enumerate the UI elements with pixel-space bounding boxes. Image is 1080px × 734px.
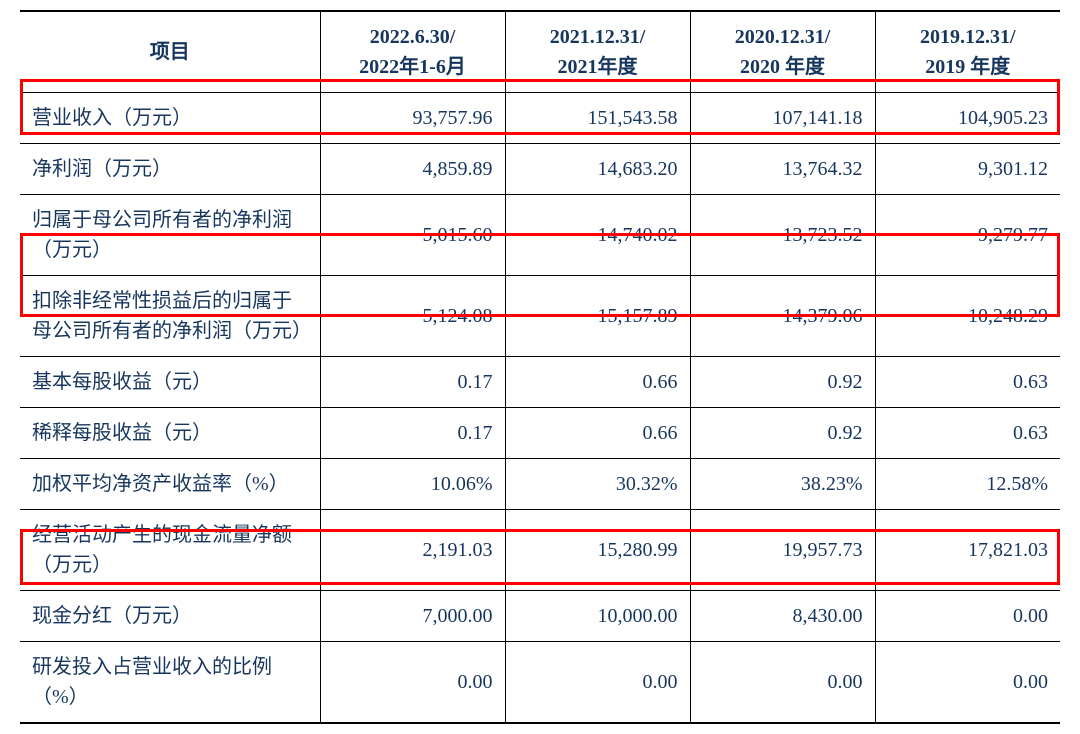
financial-table-wrapper: 项目 2022.6.30/2022年1-6月 2021.12.31/2021年度…: [20, 10, 1060, 724]
row-value: 0.66: [506, 357, 690, 407]
row-value: 7,000.00: [321, 591, 505, 641]
table-row: 经营活动产生的现金流量净额（万元） 2,191.03 15,280.99 19,…: [20, 510, 1060, 591]
row-label: 净利润（万元）: [20, 144, 320, 194]
row-label: 现金分红（万元）: [20, 591, 320, 641]
row-value: 10,248.29: [876, 291, 1061, 341]
row-value: 0.63: [876, 357, 1061, 407]
row-value: 15,280.99: [506, 525, 690, 575]
header-cell-0: 项目: [20, 27, 320, 77]
table-row: 研发投入占营业收入的比例（%） 0.00 0.00 0.00 0.00: [20, 642, 1060, 724]
row-value: 14,740.02: [506, 210, 690, 260]
header-cell-1: 2022.6.30/2022年1-6月: [321, 12, 505, 92]
row-value: 151,543.58: [506, 93, 690, 143]
table-row: 净利润（万元） 4,859.89 14,683.20 13,764.32 9,3…: [20, 144, 1060, 195]
row-label: 经营活动产生的现金流量净额（万元）: [20, 510, 320, 590]
row-value: 0.00: [876, 657, 1061, 707]
row-value: 0.00: [506, 657, 690, 707]
row-value: 8,430.00: [691, 591, 875, 641]
row-value: 0.17: [321, 408, 505, 458]
row-value: 30.32%: [506, 459, 690, 509]
header-cell-4: 2019.12.31/2019 年度: [876, 12, 1061, 92]
table-row: 稀释每股收益（元） 0.17 0.66 0.92 0.63: [20, 408, 1060, 459]
row-label: 归属于母公司所有者的净利润（万元）: [20, 195, 320, 275]
row-label: 扣除非经常性损益后的归属于母公司所有者的净利润（万元）: [20, 276, 320, 356]
row-value: 15,157.89: [506, 291, 690, 341]
row-value: 10.06%: [321, 459, 505, 509]
row-value: 0.66: [506, 408, 690, 458]
row-value: 2,191.03: [321, 525, 505, 575]
table-row: 现金分红（万元） 7,000.00 10,000.00 8,430.00 0.0…: [20, 591, 1060, 642]
row-value: 9,279.77: [876, 210, 1061, 260]
table-row: 营业收入（万元） 93,757.96 151,543.58 107,141.18…: [20, 93, 1060, 144]
row-value: 5,015.60: [321, 210, 505, 260]
row-value: 14,683.20: [506, 144, 690, 194]
row-value: 0.92: [691, 357, 875, 407]
table-row: 扣除非经常性损益后的归属于母公司所有者的净利润（万元） 5,124.08 15,…: [20, 276, 1060, 357]
row-value: 13,764.32: [691, 144, 875, 194]
header-cell-3: 2020.12.31/2020 年度: [691, 12, 875, 92]
row-value: 0.17: [321, 357, 505, 407]
row-value: 0.00: [321, 657, 505, 707]
table-header: 项目 2022.6.30/2022年1-6月 2021.12.31/2021年度…: [20, 11, 1060, 93]
row-value: 13,723.52: [691, 210, 875, 260]
row-value: 9,301.12: [876, 144, 1061, 194]
table-row: 加权平均净资产收益率（%） 10.06% 30.32% 38.23% 12.58…: [20, 459, 1060, 510]
row-value: 19,957.73: [691, 525, 875, 575]
row-value: 107,141.18: [691, 93, 875, 143]
row-value: 0.92: [691, 408, 875, 458]
row-label: 营业收入（万元）: [20, 93, 320, 143]
table-row: 归属于母公司所有者的净利润（万元） 5,015.60 14,740.02 13,…: [20, 195, 1060, 276]
table-row: 基本每股收益（元） 0.17 0.66 0.92 0.63: [20, 357, 1060, 408]
row-label: 加权平均净资产收益率（%）: [20, 459, 320, 509]
row-value: 0.00: [691, 657, 875, 707]
row-value: 12.58%: [876, 459, 1061, 509]
row-value: 0.63: [876, 408, 1061, 458]
row-label: 研发投入占营业收入的比例（%）: [20, 642, 320, 722]
row-value: 38.23%: [691, 459, 875, 509]
row-label: 稀释每股收益（元）: [20, 408, 320, 458]
header-cell-2: 2021.12.31/2021年度: [506, 12, 690, 92]
row-value: 4,859.89: [321, 144, 505, 194]
row-value: 93,757.96: [321, 93, 505, 143]
row-label: 基本每股收益（元）: [20, 357, 320, 407]
row-value: 5,124.08: [321, 291, 505, 341]
row-value: 17,821.03: [876, 525, 1061, 575]
table-body: 营业收入（万元） 93,757.96 151,543.58 107,141.18…: [20, 93, 1060, 724]
row-value: 10,000.00: [506, 591, 690, 641]
row-value: 0.00: [876, 591, 1061, 641]
financial-table: 项目 2022.6.30/2022年1-6月 2021.12.31/2021年度…: [20, 10, 1060, 724]
row-value: 14,379.06: [691, 291, 875, 341]
row-value: 104,905.23: [876, 93, 1061, 143]
